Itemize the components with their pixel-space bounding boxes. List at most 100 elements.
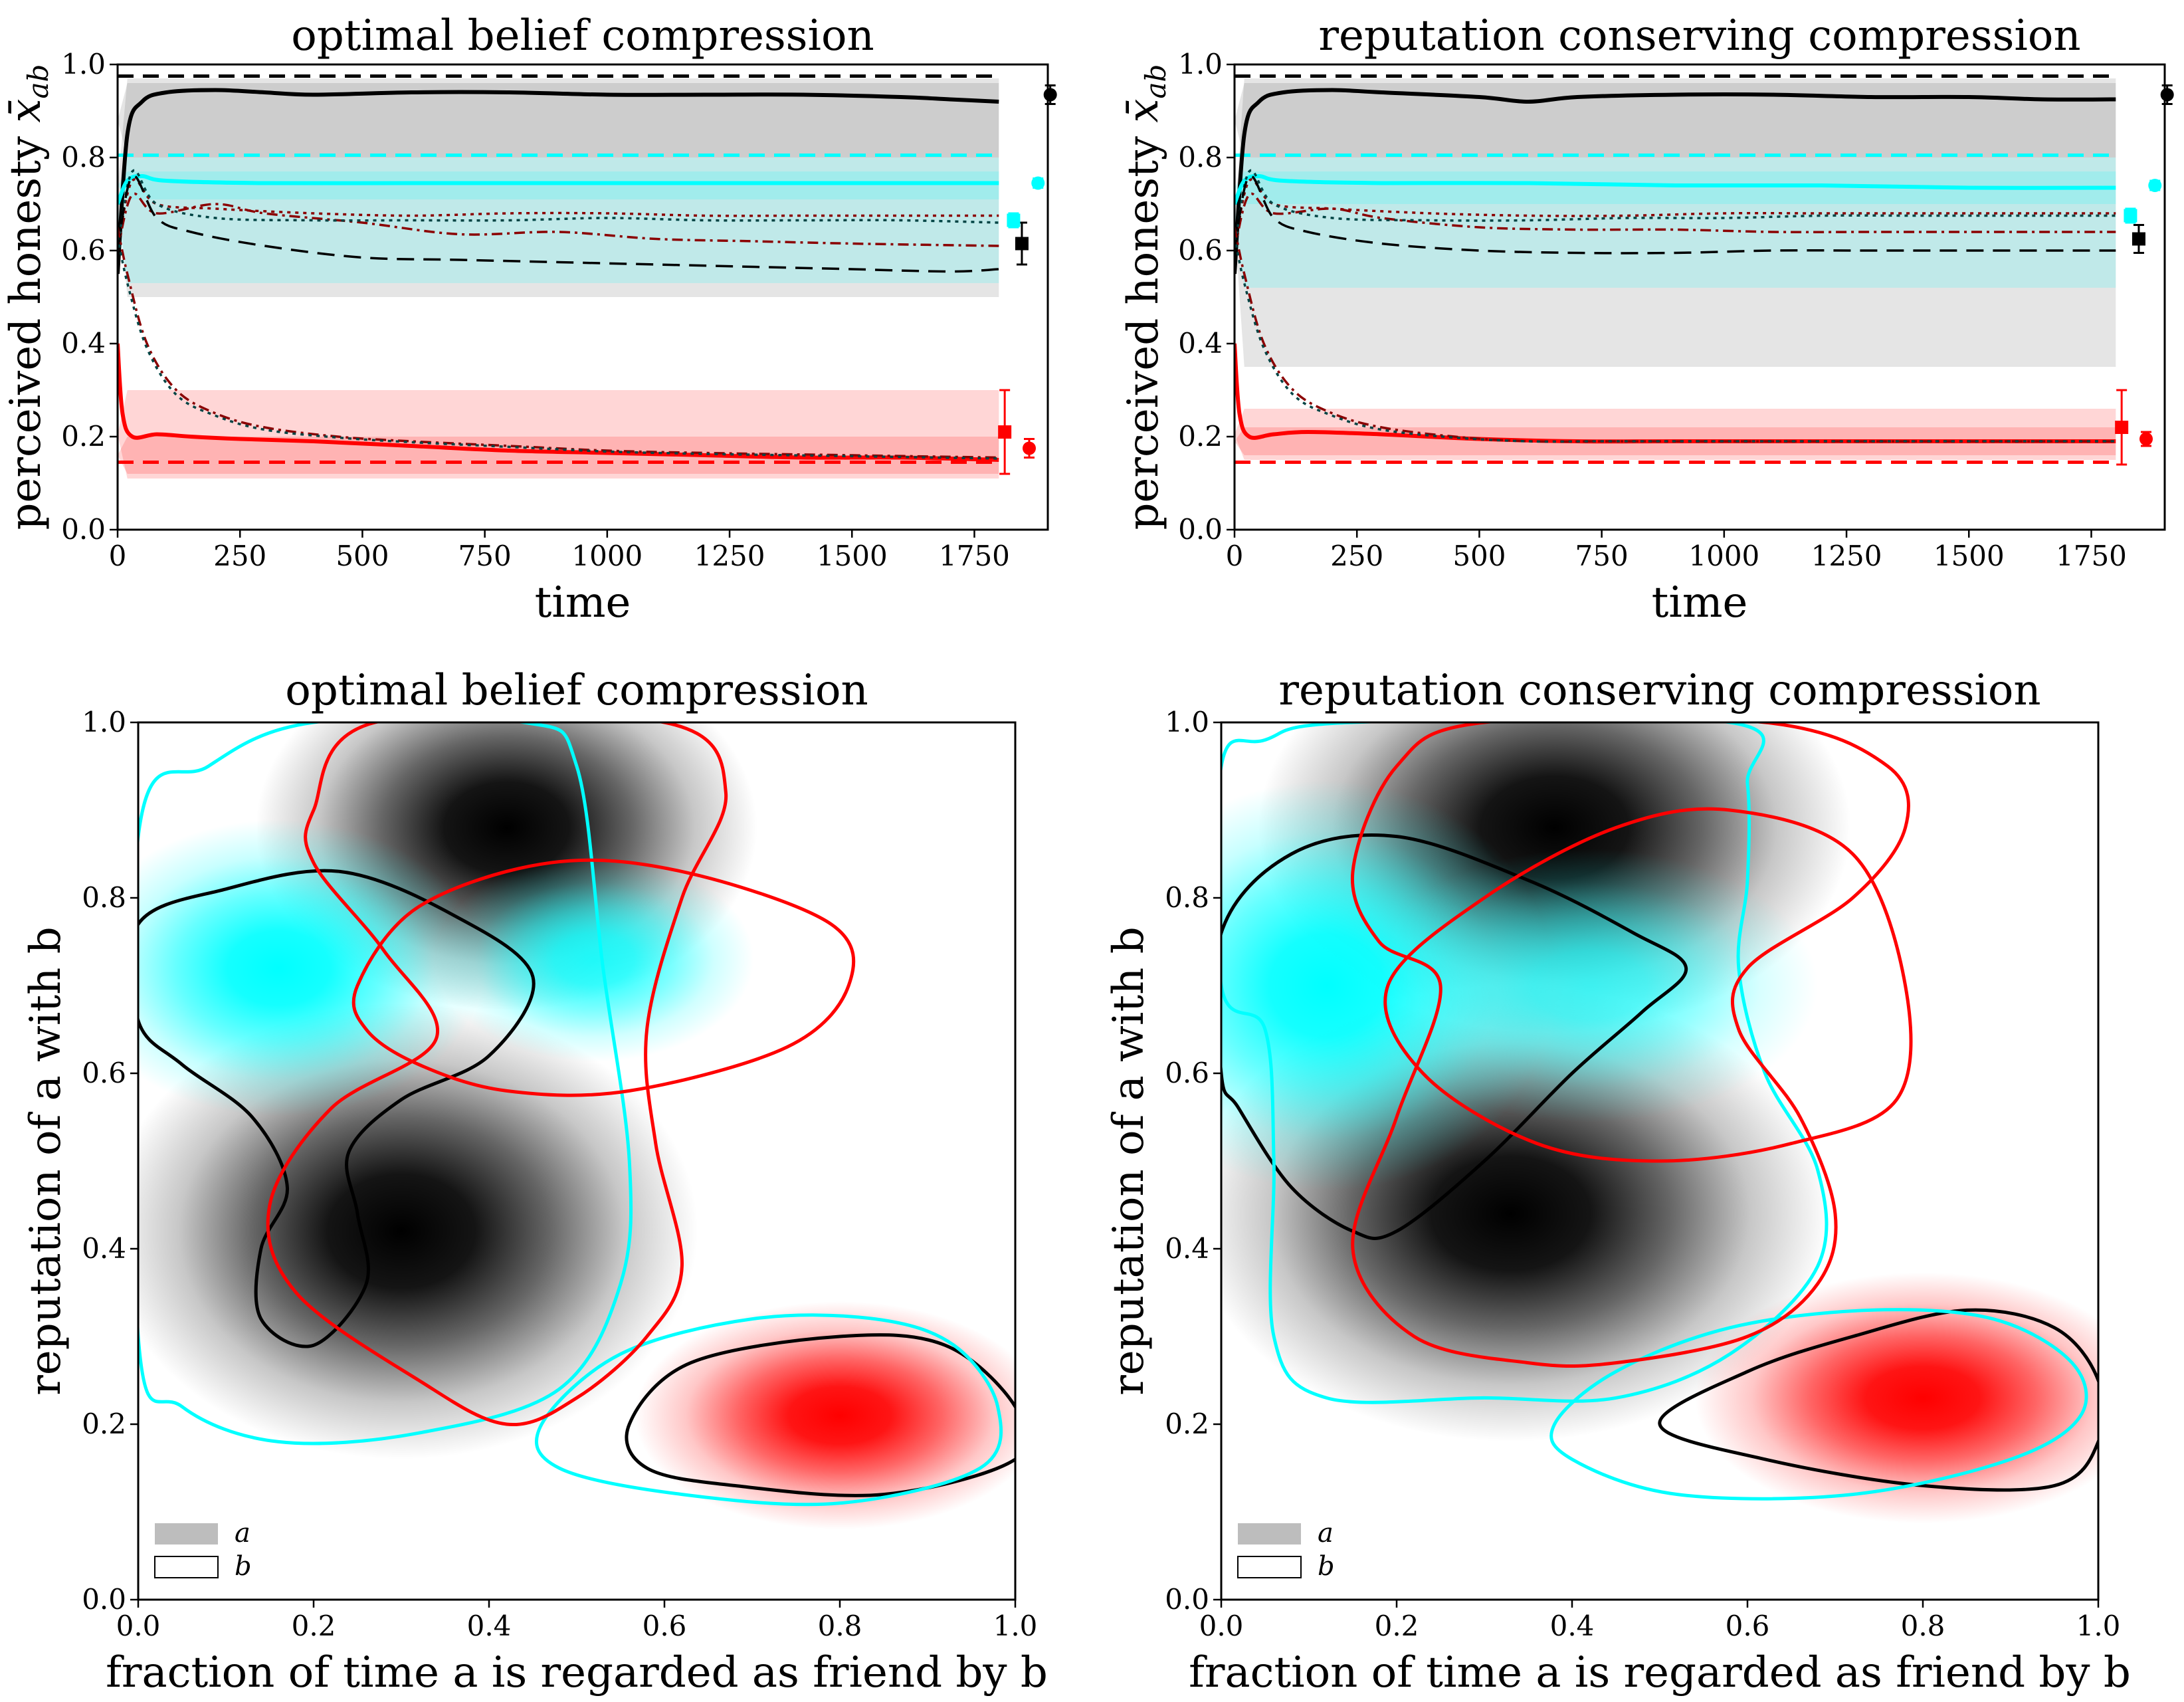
y-axis-ticks: 0.0 0.2 0.4 0.6 0.8 1.0 <box>1178 48 1235 546</box>
x-tick-label: 0.0 <box>1199 1610 1244 1642</box>
x-axis-label: fraction of time a is regarded as friend… <box>1189 1648 2131 1697</box>
contour-line <box>625 1333 1015 1497</box>
error-point <box>2115 421 2129 434</box>
error-markers <box>998 84 1057 475</box>
density-blob <box>1361 849 1818 1122</box>
x-tick-label: 1250 <box>694 540 765 572</box>
series-line <box>118 227 999 459</box>
contour-line <box>138 869 536 1348</box>
y-tick-label: 0.2 <box>61 420 106 453</box>
y-axis-label: perceived honesty x̄ab <box>1 64 54 530</box>
y-tick-label: 1.0 <box>1165 706 1209 738</box>
series-line <box>1235 88 2116 274</box>
x-tick-label: 0 <box>1226 540 1244 572</box>
panel-time-optimal: optimal belief compression 0 250 500 750 100… <box>1 11 1057 627</box>
confidence-band <box>118 83 999 158</box>
contour-line <box>1221 722 1829 1404</box>
y-tick-label: 0.2 <box>1165 1408 1209 1440</box>
density-blob <box>635 1301 1015 1530</box>
y-tick-label: 1.0 <box>82 706 126 738</box>
y-tick-label: 0.6 <box>1178 234 1223 266</box>
axes-frame <box>1233 63 2166 531</box>
legend: ab <box>154 1518 252 1582</box>
x-tick-label: 0.6 <box>643 1610 687 1642</box>
x-tick-label: 1250 <box>1811 540 1882 572</box>
series-line <box>1235 236 2116 443</box>
x-tick-label: 0.4 <box>1550 1610 1595 1642</box>
x-tick-label: 750 <box>458 540 512 572</box>
x-tick-label: 0.4 <box>467 1610 512 1642</box>
y-tick-label: 0.6 <box>61 234 106 266</box>
error-point <box>1023 441 1036 455</box>
x-tick-label: 500 <box>336 540 389 572</box>
x-tick-label: 250 <box>213 540 266 572</box>
legend: ab <box>1237 1518 1335 1582</box>
y-tick-label: 0.8 <box>61 141 106 173</box>
plot-area <box>1235 74 2116 464</box>
x-axis-label: time <box>535 578 631 627</box>
legend-label-b: b <box>1318 1551 1335 1582</box>
density-blob <box>1694 1272 2098 1524</box>
confidence-band <box>1235 171 2116 204</box>
error-point <box>2148 179 2162 192</box>
y-axis-label: perceived honesty x̄ab <box>1119 64 1172 530</box>
series-line <box>118 169 999 251</box>
confidence-band <box>1235 78 2116 367</box>
x-tick-label: 1000 <box>1688 540 1759 572</box>
y-tick-label: 0.4 <box>1178 327 1223 360</box>
x-tick-label: 0.2 <box>1375 1610 1419 1642</box>
confidence-band <box>1235 409 2116 460</box>
y-axis-ticks: 0.0 0.2 0.4 0.6 0.8 1.0 <box>1165 706 1221 1616</box>
confidence-band <box>118 171 999 199</box>
contour-line <box>534 1313 1003 1507</box>
x-axis-ticks: 0.0 0.2 0.4 0.6 0.8 1.0 <box>1199 1600 2120 1642</box>
series-line <box>118 174 999 273</box>
error-point <box>1031 176 1045 190</box>
series-line <box>118 88 999 274</box>
x-tick-label: 1750 <box>939 540 1010 572</box>
x-tick-label: 0.8 <box>1901 1610 1945 1642</box>
plot-area <box>118 74 999 479</box>
panel-time-reputation: reputation conserving compression 0 250 50… <box>1119 11 2174 627</box>
y-axis-ticks: 0.0 0.2 0.4 0.6 0.8 1.0 <box>61 48 118 546</box>
x-axis-ticks: 0 250 500 750 1000 1250 1500 1750 <box>109 530 1010 572</box>
y-tick-label: 0.0 <box>1165 1583 1209 1616</box>
legend-label-a: a <box>1318 1518 1334 1548</box>
panel-density-reputation: reputation conserving compression 0.0 0.2… <box>1104 666 2131 1697</box>
x-axis-ticks: 0 250 500 750 1000 1250 1500 1750 <box>1226 530 2127 572</box>
series-line <box>1235 169 2116 251</box>
density-blob <box>138 819 484 1117</box>
contour-line <box>1221 833 1688 1240</box>
contour-line <box>1658 1308 2098 1492</box>
series-line <box>1235 174 2116 255</box>
contour-line <box>138 722 633 1445</box>
error-point <box>1015 237 1029 251</box>
y-tick-label: 0.6 <box>82 1057 126 1089</box>
contour-line <box>1350 722 1910 1368</box>
error-point <box>2124 209 2137 223</box>
y-axis-label: reputation of a with b <box>21 926 70 1395</box>
y-tick-label: 0.2 <box>82 1408 126 1440</box>
error-point <box>998 425 1012 439</box>
y-tick-label: 0.8 <box>82 881 126 914</box>
confidence-band <box>118 158 999 283</box>
x-tick-label: 500 <box>1452 540 1506 572</box>
x-tick-label: 0.6 <box>1726 1610 1770 1642</box>
panel-title: optimal belief compression <box>285 666 868 715</box>
density-blob <box>435 856 754 1062</box>
x-tick-label: 1000 <box>571 540 643 572</box>
x-tick-label: 1500 <box>817 540 888 572</box>
series-line <box>1235 173 2116 205</box>
series-line <box>118 343 999 462</box>
panel-density-optimal: optimal belief compression 0.0 0.2 0.4 0.6 0… <box>21 666 1048 1697</box>
density-blob <box>138 1003 698 1459</box>
error-point <box>1007 213 1021 227</box>
legend-swatch-a <box>1238 1523 1301 1544</box>
contour-line <box>1549 1308 2088 1501</box>
series-line <box>1235 192 2116 251</box>
y-tick-label: 0.4 <box>61 327 106 360</box>
panel-title: optimal belief compression <box>291 11 874 60</box>
y-tick-label: 0.6 <box>1165 1057 1209 1089</box>
error-point <box>2160 88 2174 102</box>
